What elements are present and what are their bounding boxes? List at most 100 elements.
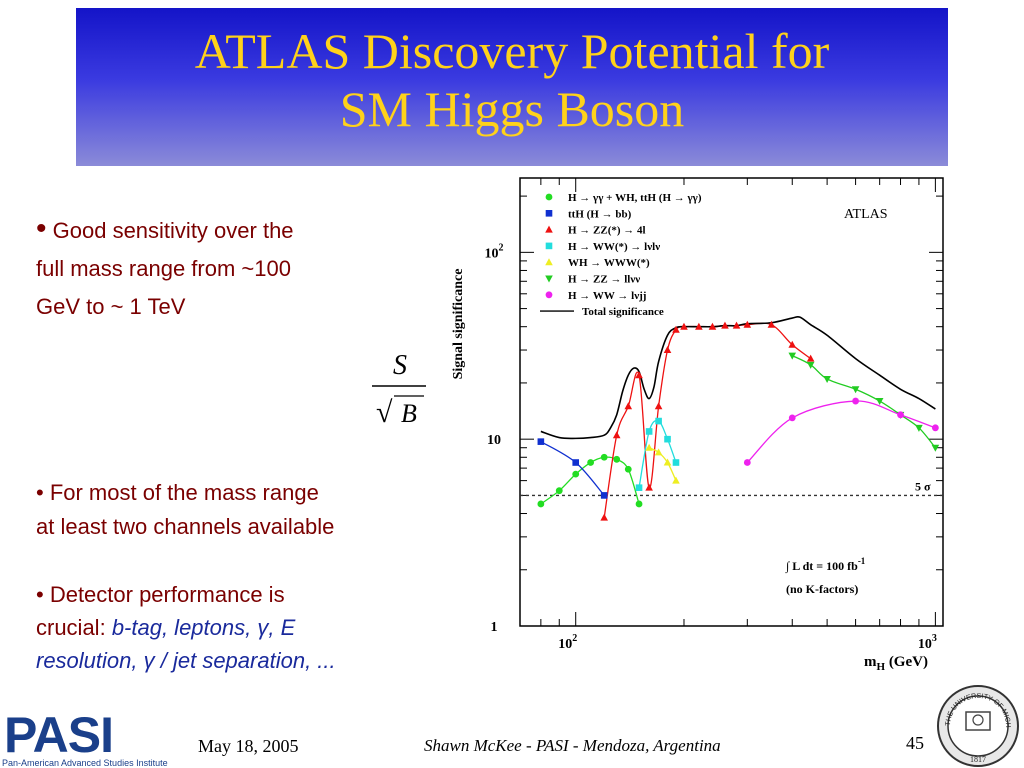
data-point xyxy=(806,361,815,369)
data-point xyxy=(545,258,553,266)
formula-numerator: S xyxy=(393,350,407,381)
y-tick-label: 1 xyxy=(491,620,498,635)
data-point xyxy=(635,484,643,491)
five-sigma-label: 5 σ xyxy=(915,479,931,493)
data-point xyxy=(806,354,815,362)
seal-emblem xyxy=(965,711,991,731)
data-point xyxy=(695,322,703,330)
pasi-wordmark: PASI xyxy=(4,707,114,763)
bullet-2-line-2: at least two channels available xyxy=(36,514,335,539)
x-tick-label-base: 10 xyxy=(918,637,932,652)
data-point xyxy=(545,193,553,201)
legend-entry: WH → WWW(*) xyxy=(568,257,650,269)
data-point xyxy=(587,459,595,466)
formula-denominator: B xyxy=(401,399,417,428)
kfactor-label: (no K-factors) xyxy=(786,582,858,596)
bullet-sensitivity: • Good sensitivity over the full mass ra… xyxy=(36,210,416,326)
data-point xyxy=(732,321,741,329)
bullet-3-em-3: resolution, xyxy=(36,648,138,673)
data-point xyxy=(537,500,545,508)
atlas-watermark: ATLAS xyxy=(844,207,888,222)
y-tick-label: 102 xyxy=(485,242,504,261)
data-point xyxy=(788,340,797,348)
data-point xyxy=(897,411,904,419)
data-point xyxy=(545,242,553,250)
pasi-subtitle: Pan-American Advanced Studies Institute xyxy=(2,758,168,768)
data-point xyxy=(635,500,643,508)
y-tick-label-base: 10 xyxy=(485,246,499,261)
seal-year: 1817 xyxy=(970,755,986,764)
luminosity-label: ∫ L dt = 100 fb-1 xyxy=(785,556,866,573)
significance-formula: S √ B xyxy=(372,350,426,429)
pasi-logo: PASI Pan-American Advanced Studies Insti… xyxy=(0,706,186,768)
data-point xyxy=(708,322,717,330)
data-point xyxy=(612,431,621,439)
data-point xyxy=(743,459,751,466)
title-line-2: SM Higgs Boson xyxy=(339,81,685,137)
x-axis-label-unit: (GeV) xyxy=(885,654,928,670)
gamma-symbol-1: γ xyxy=(257,615,269,640)
bullet-1-line-2: full mass range from ~100 xyxy=(36,256,291,281)
university-seal: THE UNIVERSITY OF MICHIGAN 1817 xyxy=(936,684,1019,767)
data-point xyxy=(624,402,633,410)
data-point xyxy=(555,487,563,495)
x-axis-label: mH (GeV) xyxy=(864,654,928,673)
data-point xyxy=(672,459,680,466)
bullet-1-line-1: Good sensitivity over the xyxy=(52,218,294,243)
legend-entry: Total significance xyxy=(582,306,664,318)
data-point xyxy=(767,320,776,328)
data-point xyxy=(600,453,608,461)
footer-author: Shawn McKee - PASI - Mendoza, Argentina xyxy=(424,736,721,755)
y-tick-label-base: 1 xyxy=(491,620,498,635)
legend-entry: H → ZZ → llνν xyxy=(568,274,640,286)
formula-sqrt: √ xyxy=(376,396,393,429)
footer-page-number: 45 xyxy=(906,733,924,753)
slide-title: ATLAS Discovery Potential for SM Higgs B… xyxy=(76,22,948,138)
legend-entry: H → γγ + WH, ttH (H → γγ) xyxy=(568,192,702,204)
data-point xyxy=(572,470,580,478)
data-point xyxy=(851,386,860,394)
data-point xyxy=(545,210,553,217)
data-point xyxy=(545,275,553,283)
legend-entry: H → WW → lνjj xyxy=(568,290,646,302)
footer-date: May 18, 2005 xyxy=(198,736,299,756)
x-tick-label-base: 10 xyxy=(558,637,572,652)
data-point xyxy=(600,492,608,499)
data-point xyxy=(645,443,653,451)
bullet-3-em-4: / jet separation, ... xyxy=(154,648,336,673)
data-point xyxy=(663,458,672,466)
data-point xyxy=(645,428,653,435)
title-banner: ATLAS Discovery Potential for SM Higgs B… xyxy=(76,8,948,166)
y-tick-label: 10 xyxy=(487,433,501,448)
data-point xyxy=(672,476,680,484)
bullet-3-prefix: crucial: xyxy=(36,615,106,640)
data-point xyxy=(572,459,580,466)
data-point xyxy=(545,225,553,233)
data-point xyxy=(852,397,859,405)
data-point xyxy=(663,346,672,354)
bullet-2-line-1: • For most of the mass range xyxy=(36,480,319,505)
title-line-1: ATLAS Discovery Potential for xyxy=(194,23,830,79)
bullet-3-em-2: , E xyxy=(268,615,296,640)
luminosity-text: ∫ L dt = 100 fb xyxy=(785,559,858,573)
x-tick-label: 103 xyxy=(918,633,937,652)
x-tick-label-exp: 2 xyxy=(572,633,577,644)
data-point xyxy=(672,325,680,333)
x-tick-label: 102 xyxy=(558,633,577,652)
data-point xyxy=(655,417,662,425)
data-point xyxy=(823,375,831,383)
data-point xyxy=(788,352,797,360)
bullet-3-em-1: b-tag, leptons, xyxy=(111,615,252,640)
data-point xyxy=(654,402,663,410)
x-axis-label-sub: H xyxy=(877,661,886,673)
plot-frame xyxy=(519,177,944,627)
data-point xyxy=(624,465,632,473)
data-point xyxy=(537,438,545,445)
data-point xyxy=(645,483,653,491)
y-axis-label: Signal significance xyxy=(451,269,466,380)
data-point xyxy=(721,321,729,329)
bullet-1-line-3: GeV to ~ 1 TeV xyxy=(36,294,186,319)
bullet-3-line-1: • Detector performance is xyxy=(36,582,285,607)
